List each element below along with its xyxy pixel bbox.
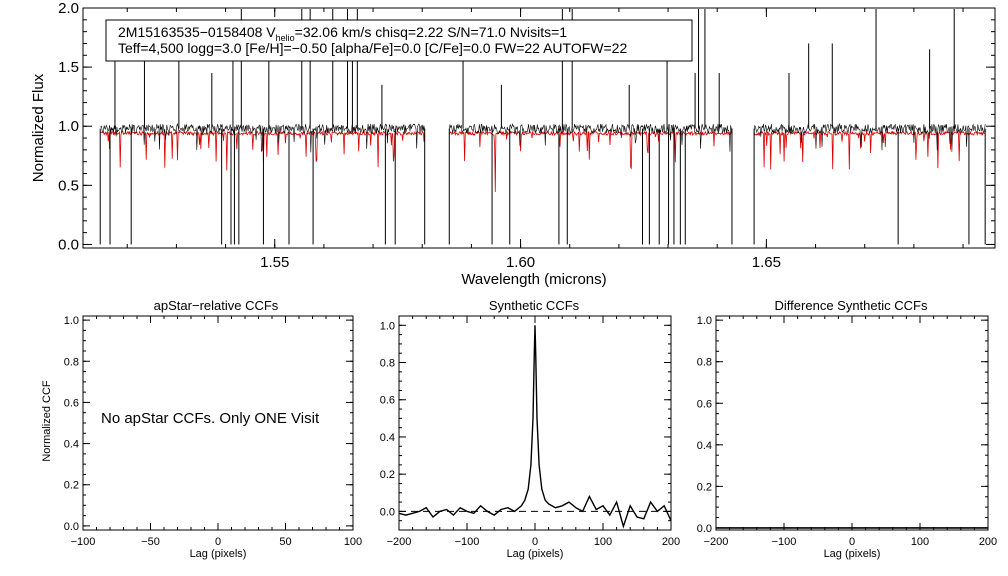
y-tick-label: 0.0: [64, 521, 79, 533]
synthetic-ccf-title: Synthetic CCFs: [489, 298, 580, 313]
x-tick-label: 100: [911, 536, 929, 548]
x-tick-label: −100: [772, 536, 797, 548]
x-tick-label: −50: [141, 536, 160, 548]
y-tick-label: 0.6: [380, 395, 395, 407]
info-box: 2M15163535−0158408 Vhelio=32.06 km/s chi…: [105, 19, 693, 62]
y-tick-label: 0.4: [380, 432, 395, 444]
ccf-ylabel: Normalized CCF: [41, 380, 53, 462]
synthetic-ccf-ticks: −200 −100 0 100 200 0.0 0.2 0.4 0.6 0.8 1.0: [380, 315, 680, 548]
x-tick-label: 100: [594, 536, 612, 548]
x-tick-label: −100: [455, 536, 480, 548]
difference-ccf-frame: [715, 315, 989, 531]
spectrum-frame: [82, 7, 996, 249]
x-tick-label: −200: [704, 536, 729, 548]
info-line-2: Teff=4,500 logg=3.0 [Fe/H]=−0.50 [alpha/…: [118, 40, 627, 56]
spectrum-ylabel: Normalized Flux: [30, 73, 47, 182]
y-tick-label: 0.2: [380, 469, 395, 481]
apstar-ccf-title: apStar−relative CCFs: [154, 298, 279, 313]
y-tick-label: 1.0: [64, 315, 79, 327]
observed-spectrum-chip-3: [753, 122, 986, 152]
x-tick-label: 0: [532, 536, 538, 548]
y-tick-label: 1.5: [58, 59, 79, 76]
difference-ccf-xlabel: Lag (pixels): [824, 548, 881, 560]
synthetic-ccf-line: [398, 325, 672, 529]
x-tick-label: −100: [71, 536, 96, 548]
x-tick-label: 1.65: [752, 254, 781, 271]
difference-ccf-title: Difference Synthetic CCFs: [775, 298, 928, 313]
y-tick-label: 0.5: [58, 177, 79, 194]
y-tick-label: 0.2: [64, 480, 79, 492]
spectrum-panel: 1.55 1.60 1.65 0.0 0.5 1.0 1.5 2.0 2M15163535−0…: [30, 0, 996, 288]
spectrum-ticks: 1.55 1.60 1.65 0.0 0.5 1.0 1.5 2.0: [58, 0, 995, 271]
model-spectrum-chip-3: [753, 130, 986, 170]
y-tick-label: 0.0: [697, 523, 712, 535]
x-tick-label: −200: [387, 536, 412, 548]
y-tick-label: 0.8: [697, 357, 712, 369]
y-tick-label: 0.8: [380, 358, 395, 370]
synthetic-ccf-series: [398, 325, 672, 529]
apstar-ccf-panel: apStar−relative CCFs −100 −50 0 50 100 0.0 0.2…: [41, 298, 362, 560]
x-tick-label: 200: [662, 536, 680, 548]
model-spectrum: [99, 130, 986, 193]
y-tick-label: 0.2: [697, 481, 712, 493]
y-tick-label: 1.0: [697, 315, 712, 327]
y-tick-label: 1.0: [58, 118, 79, 135]
y-tick-label: 0.6: [64, 397, 79, 409]
x-tick-label: 1.55: [260, 254, 289, 271]
x-tick-label: 200: [979, 536, 997, 548]
spectrum-xlabel: Wavelength (microns): [461, 271, 606, 288]
x-tick-label: 50: [279, 536, 291, 548]
y-tick-label: 2.0: [58, 0, 79, 17]
apstar-ccf-ticks: −100 −50 0 50 100 0.0 0.2 0.4 0.6 0.8 1.0: [64, 315, 362, 548]
x-tick-label: 1.60: [506, 254, 535, 271]
no-ccf-message: No apStar CCFs. Only ONE Visit: [101, 410, 320, 427]
synthetic-ccf-xlabel: Lag (pixels): [507, 548, 564, 560]
x-tick-label: 100: [344, 536, 362, 548]
info-line-1: 2M15163535−0158408 Vhelio=32.06 km/s chi…: [118, 24, 567, 43]
y-tick-label: 0.4: [64, 439, 79, 451]
y-tick-label: 0.0: [58, 236, 79, 253]
observed-spectrum-chip-1: [100, 123, 425, 153]
synthetic-ccf-panel: Synthetic CCFs −200 −100 0 100 200 0.0 0.2 0.4 0…: [380, 298, 680, 560]
x-tick-label: 0: [215, 536, 221, 548]
difference-ccf-panel: Difference Synthetic CCFs −200 −100 0 100 20…: [697, 298, 997, 560]
y-tick-label: 0.6: [697, 398, 712, 410]
y-tick-label: 0.0: [380, 506, 395, 518]
info-box-frame: [105, 19, 693, 62]
x-tick-label: 0: [849, 536, 855, 548]
y-tick-label: 1.0: [380, 320, 395, 332]
y-tick-label: 0.4: [697, 440, 712, 452]
apstar-ccf-xlabel: Lag (pixels): [190, 548, 247, 560]
difference-ccf-ticks: −200 −100 0 100 200 0.0 0.2 0.4 0.6 0.8 1.0: [697, 315, 997, 548]
y-tick-label: 0.8: [64, 356, 79, 368]
